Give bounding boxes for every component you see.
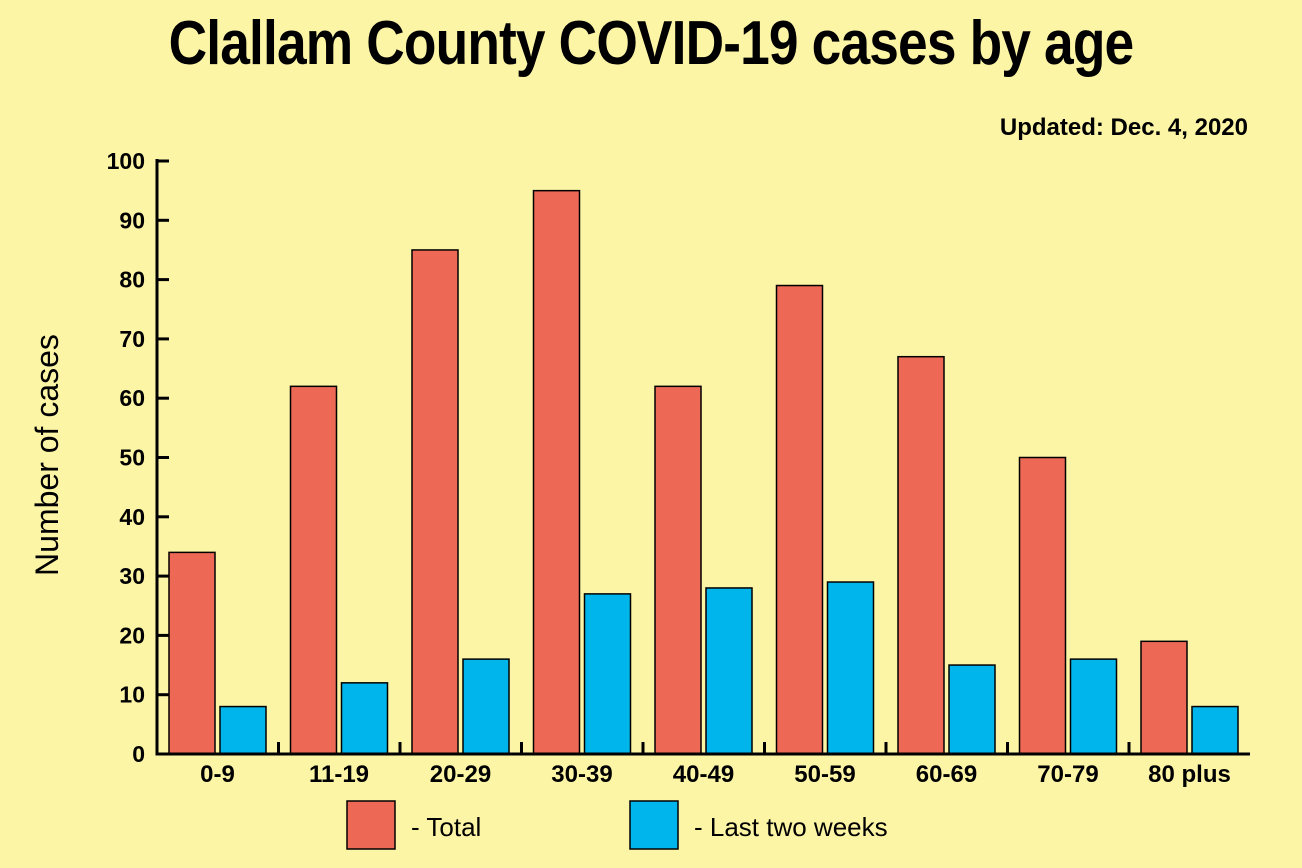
- bar-total-50-59: [775, 284, 824, 755]
- updated-date: Updated: Dec. 4, 2020: [999, 114, 1248, 141]
- x-tick-label: 30-39: [551, 761, 612, 788]
- bar-total-60-69: [897, 355, 945, 755]
- y-tick-label: 0: [132, 741, 145, 767]
- y-tick-label: 60: [119, 385, 145, 411]
- bar-last-two-weeks-80-plus: [1191, 705, 1239, 755]
- y-tick-label: 20: [119, 622, 145, 648]
- legend-swatch-1: [629, 800, 679, 850]
- x-tick-label: 11-19: [309, 761, 369, 788]
- bar-last-two-weeks-40-49: [705, 587, 753, 755]
- bar-last-two-weeks-60-69: [948, 664, 996, 755]
- chart-title: Clallam County COVID-19 cases by age: [168, 9, 1135, 78]
- y-tick-label: 10: [119, 682, 145, 708]
- y-tick-label: 80: [119, 267, 145, 293]
- y-axis-label: Number of cases: [29, 334, 65, 576]
- bar-total-80-plus: [1140, 640, 1188, 755]
- y-tick-label: 40: [119, 504, 145, 530]
- bar-last-two-weeks-50-59: [826, 581, 875, 755]
- bar-total-30-39: [532, 189, 581, 755]
- y-tick-label: 50: [119, 445, 145, 471]
- bar-last-two-weeks-30-39: [583, 593, 632, 755]
- bar-last-two-weeks-20-29: [462, 658, 510, 755]
- x-tick-label: 70-79: [1037, 761, 1098, 788]
- x-tick-label: 60-69: [916, 761, 977, 788]
- x-tick-label: 50-59: [794, 761, 855, 788]
- y-tick-label: 100: [107, 148, 145, 174]
- bar-last-two-weeks-70-79: [1069, 658, 1118, 755]
- x-tick-label: 20-29: [430, 761, 491, 788]
- bar-total-0-9: [168, 551, 216, 755]
- bar-total-70-79: [1018, 456, 1067, 755]
- y-tick-label: 70: [119, 326, 145, 352]
- x-tick-label: 80 plus: [1148, 761, 1231, 788]
- bar-total-20-29: [411, 249, 459, 755]
- legend-label-1: - Last two weeks: [694, 812, 888, 842]
- legend-swatch-0: [346, 800, 396, 850]
- bar-last-two-weeks-0-9: [219, 705, 267, 755]
- y-tick-label: 30: [119, 563, 145, 589]
- y-tick-label: 90: [119, 207, 145, 233]
- bar-last-two-weeks-11-19: [340, 682, 389, 755]
- bar-total-11-19: [289, 385, 338, 755]
- legend-label-0: - Total: [411, 812, 481, 842]
- bar-total-40-49: [654, 385, 702, 755]
- x-tick-label: 0-9: [200, 761, 235, 788]
- x-tick-label: 40-49: [673, 761, 734, 788]
